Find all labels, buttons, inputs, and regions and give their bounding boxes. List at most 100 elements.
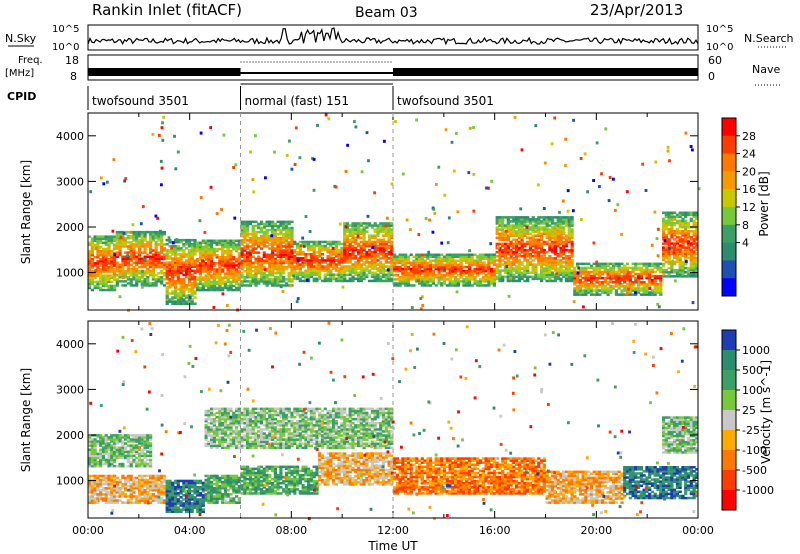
heatmap-cell	[454, 276, 458, 279]
heatmap-cell	[368, 253, 372, 256]
heatmap-cell	[334, 250, 338, 254]
heatmap-cell	[489, 242, 493, 246]
heatmap-cell	[107, 258, 111, 261]
heatmap-cell	[113, 251, 117, 255]
heatmap-cell	[143, 278, 147, 281]
heatmap-cell	[492, 261, 496, 265]
heatmap-cell	[506, 267, 510, 270]
heatmap-cell	[641, 162, 645, 166]
heatmap-cell	[495, 218, 499, 221]
heatmap-cell	[237, 274, 241, 277]
heatmap-cell	[345, 267, 350, 270]
heatmap-cell	[210, 288, 214, 292]
heatmap-cell	[388, 270, 391, 273]
heatmap-cell	[235, 249, 239, 253]
heatmap-cell	[118, 267, 122, 271]
heatmap-cell	[237, 278, 241, 281]
heatmap-cell	[426, 253, 430, 256]
heatmap-cell	[268, 280, 272, 283]
heatmap-cell	[254, 267, 258, 271]
heatmap-cell	[401, 259, 405, 263]
heatmap-cell	[553, 232, 557, 235]
heatmap-cell	[143, 230, 147, 234]
heatmap-cell	[312, 253, 316, 256]
heatmap-cell	[692, 223, 696, 227]
heatmap-cell	[307, 248, 311, 252]
heatmap-cell	[132, 230, 136, 234]
heatmap-cell	[126, 276, 130, 279]
heatmap-cell	[645, 266, 649, 270]
heatmap-cell	[96, 442, 100, 445]
heatmap-cell	[520, 246, 524, 250]
heatmap-cell	[104, 284, 108, 288]
heatmap-cell	[570, 240, 574, 244]
heatmap-cell	[650, 262, 655, 266]
heatmap-cell	[601, 291, 605, 294]
heatmap-cell	[351, 267, 355, 270]
heatmap-cell	[490, 261, 494, 265]
heatmap-cell	[359, 250, 363, 254]
heatmap-cell	[485, 186, 488, 190]
heatmap-cell	[165, 288, 169, 291]
heatmap-cell	[440, 261, 444, 265]
heatmap-cell	[129, 263, 133, 267]
heatmap-cell	[329, 271, 333, 274]
heatmap-cell	[207, 264, 211, 267]
heatmap-cell	[113, 276, 117, 279]
heatmap-cell	[240, 251, 244, 254]
heatmap-cell	[406, 271, 411, 275]
heatmap-cell	[440, 278, 444, 281]
heatmap-cell	[209, 185, 213, 189]
heatmap-cell	[345, 246, 350, 250]
heatmap-cell	[301, 257, 305, 260]
heatmap-cell	[481, 263, 485, 267]
heatmap-cell	[99, 274, 103, 277]
heatmap-cell	[107, 460, 111, 464]
heatmap-cell	[520, 238, 524, 242]
heatmap-cell	[174, 259, 178, 262]
heatmap-cell	[673, 254, 677, 258]
heatmap-cell	[409, 228, 412, 232]
heatmap-cell	[276, 259, 280, 263]
heatmap-cell	[670, 225, 674, 229]
heatmap-cell	[140, 232, 144, 236]
heatmap-cell	[151, 237, 155, 240]
heatmap-cell	[623, 279, 627, 282]
heatmap-cell	[628, 281, 632, 284]
heatmap-cell	[603, 285, 607, 288]
heatmap-cell	[686, 250, 691, 253]
heatmap-cell	[108, 268, 112, 272]
heatmap-cell	[193, 302, 197, 305]
heatmap-cell	[218, 243, 222, 247]
heatmap-cell	[282, 261, 286, 265]
heatmap-cell	[545, 242, 549, 246]
heatmap-cell	[140, 257, 144, 261]
heatmap-cell	[423, 282, 427, 285]
heatmap-cell	[334, 273, 338, 276]
heatmap-cell	[345, 273, 350, 276]
heatmap-cell	[515, 271, 519, 274]
heatmap-cell	[440, 282, 444, 285]
heatmap-cell	[370, 250, 374, 254]
heatmap-cell	[284, 249, 289, 252]
heatmap-cell	[670, 262, 674, 266]
heatmap-cell	[365, 253, 369, 256]
heatmap-cell	[351, 246, 355, 250]
heatmap-cell	[246, 251, 250, 254]
heatmap-cell	[271, 284, 275, 287]
heatmap-cell	[90, 480, 94, 484]
heatmap-cell	[393, 265, 397, 269]
heatmap-cell	[168, 279, 172, 283]
heatmap-cell	[273, 282, 277, 285]
heatmap-cell	[151, 278, 155, 281]
heatmap-cell	[268, 224, 272, 228]
heatmap-cell	[642, 291, 646, 294]
heatmap-cell	[359, 228, 363, 231]
heatmap-cell	[550, 142, 554, 146]
heatmap-cell	[620, 232, 623, 236]
heatmap-cell	[435, 183, 438, 186]
heatmap-cell	[174, 271, 178, 275]
heatmap-cell	[556, 240, 560, 244]
heatmap-cell	[262, 245, 266, 248]
heatmap-cell	[354, 263, 358, 266]
